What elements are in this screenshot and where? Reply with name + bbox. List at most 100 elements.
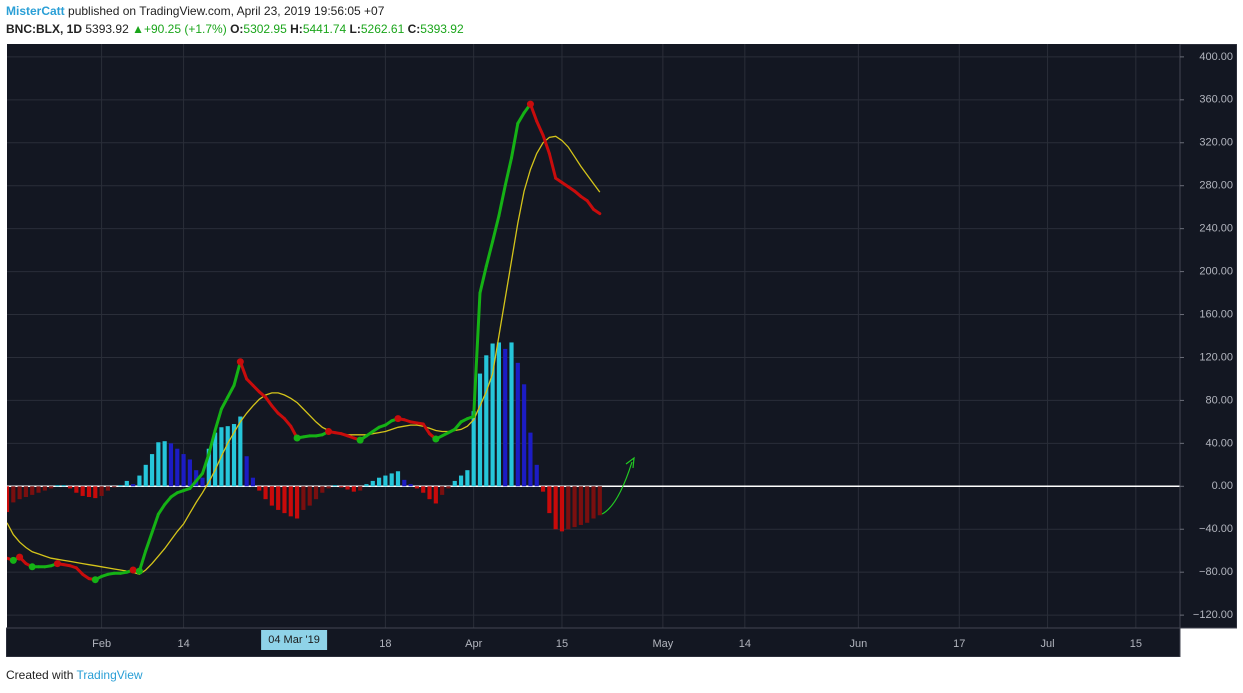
change: +90.25 (+1.7%): [143, 22, 227, 36]
fast-line-segment: [503, 156, 514, 188]
fast-line-segment: [251, 383, 261, 394]
histogram-bar: [118, 485, 123, 487]
histogram-bar: [370, 480, 375, 487]
histogram-bar: [332, 485, 338, 487]
close-label: C:: [407, 22, 421, 36]
histogram-bar: [301, 486, 306, 510]
fast-line-segment: [421, 422, 432, 436]
histogram-bar: [408, 484, 413, 487]
y-tick-label: 240.00: [1199, 223, 1233, 235]
signal-line: [7, 135, 601, 576]
histogram-bar: [149, 454, 155, 487]
footer: Created with TradingView: [6, 668, 143, 682]
last: 5393.92: [85, 22, 129, 36]
quote-line: BNC:BLX, 1D 5393.92 ▲+90.25 (+1.7%) O:53…: [6, 22, 464, 36]
cross-dot: [135, 567, 143, 575]
fast-line-segment: [282, 417, 293, 428]
high: 5441.74: [302, 22, 347, 36]
fast-line-segment: [510, 121, 520, 160]
fast-line-segment: [592, 207, 602, 216]
x-tick-label: 18: [379, 638, 391, 650]
histogram-bar: [465, 470, 470, 487]
x-tick-label: 15: [556, 638, 568, 650]
cross-dot: [53, 560, 61, 568]
fast-line-segment: [207, 428, 217, 456]
cross-dot: [394, 415, 402, 423]
histogram-bar: [509, 342, 514, 487]
open-label: O:: [230, 22, 244, 36]
histogram-bar: [74, 486, 79, 493]
histogram-bar: [137, 475, 142, 487]
time-axis: [6, 627, 1181, 657]
author[interactable]: MisterCatt: [6, 4, 65, 18]
histogram-bar: [364, 484, 369, 487]
histogram-bar: [351, 486, 356, 492]
histogram-bar: [80, 486, 85, 496]
histogram-bar: [559, 486, 565, 532]
publish-line: MisterCatt published on TradingView.com,…: [6, 4, 384, 18]
histogram-bar: [263, 486, 268, 500]
fast-line-segment: [188, 479, 198, 490]
brand[interactable]: TradingView: [76, 668, 143, 682]
histogram-bar: [288, 486, 293, 517]
crosshair-label: 04 Mar '19: [268, 634, 320, 646]
histogram-bar: [572, 486, 577, 528]
x-tick-label: 17: [953, 638, 965, 650]
histogram-bar: [452, 480, 457, 487]
histogram-bar: [503, 348, 508, 487]
fast-line-segment: [156, 503, 167, 516]
histogram-bar: [326, 486, 331, 489]
histogram-bar: [578, 486, 583, 525]
x-tick-label: 14: [739, 638, 751, 650]
histogram-bar: [534, 464, 539, 487]
histogram-bar: [496, 342, 501, 487]
histogram-bar: [187, 459, 192, 487]
histogram-bar: [17, 486, 22, 500]
histogram-bar: [395, 471, 401, 487]
histogram-bar: [358, 486, 363, 491]
y-tick-label: −80.00: [1199, 566, 1233, 578]
low-label: L:: [349, 22, 361, 36]
x-tick-label: 15: [1130, 638, 1142, 650]
x-tick-label: Jul: [1041, 638, 1055, 650]
annotation-arrow: [601, 461, 633, 515]
fast-line-segment: [270, 404, 280, 415]
histogram-bar: [49, 486, 54, 489]
y-tick-label: 320.00: [1199, 137, 1233, 149]
histogram-bar: [112, 486, 117, 488]
histogram-bar: [276, 486, 281, 510]
histogram-bar: [345, 486, 350, 490]
y-tick-label: 80.00: [1205, 394, 1233, 406]
histogram-bar: [440, 486, 445, 495]
y-tick-label: 0.00: [1212, 480, 1233, 492]
cross-dot: [293, 434, 301, 442]
fast-line-segment: [219, 395, 230, 411]
close: 5393.92: [420, 22, 464, 36]
fast-line-segment: [137, 549, 148, 573]
x-tick-label: May: [652, 638, 673, 650]
histogram-bar: [156, 442, 161, 487]
cross-dot: [325, 428, 333, 436]
x-tick-label: 14: [177, 638, 189, 650]
histogram-bar: [414, 486, 420, 489]
histogram-bar: [566, 486, 571, 530]
x-tick-label: Jun: [849, 638, 867, 650]
histogram-bar: [23, 486, 29, 498]
histogram-bar: [515, 362, 520, 487]
fast-line-segment: [484, 240, 495, 268]
histogram-bar: [194, 470, 199, 487]
histogram-bar: [585, 486, 590, 523]
histogram-bar: [471, 411, 476, 487]
cross-dot: [129, 566, 137, 574]
histogram-bar: [458, 475, 464, 487]
histogram-bar: [61, 485, 66, 487]
histogram-bar: [231, 424, 237, 487]
histogram-bar: [490, 343, 495, 487]
fast-line-segment: [74, 566, 85, 576]
histogram-bar: [484, 355, 489, 487]
axes: Feb 14 18 Apr 15 May 14 Jun 17 Jul 15 400.00 360.00 3…: [6, 44, 1237, 657]
y-tick-label: 120.00: [1199, 351, 1233, 363]
histogram-bar: [295, 486, 300, 519]
histogram-bar: [30, 486, 35, 495]
y-tick-label: 400.00: [1199, 51, 1233, 63]
